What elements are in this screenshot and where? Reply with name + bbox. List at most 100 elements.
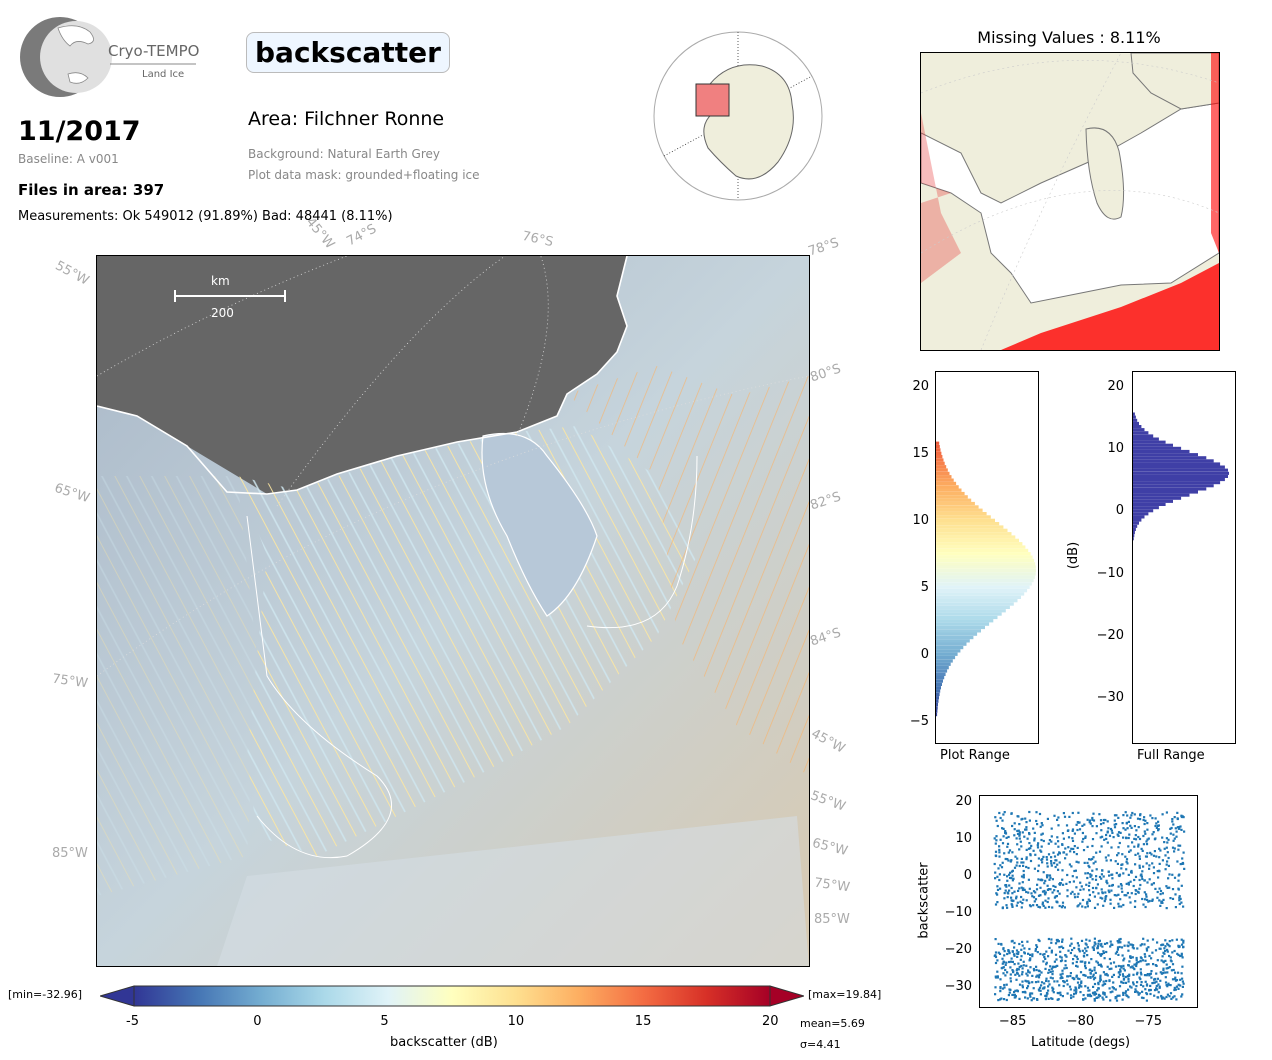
hist-bar [936, 475, 952, 479]
scatter-point [1045, 950, 1048, 953]
scatter-point [999, 864, 1002, 867]
scatter-point [1139, 944, 1142, 947]
scatter-point [1164, 976, 1167, 979]
scatter-point [1071, 828, 1075, 831]
scatter-point [1153, 978, 1156, 981]
scatter-point [1066, 889, 1069, 892]
scatter-point [1056, 818, 1059, 821]
scatter-point [1135, 964, 1138, 968]
hist-bar [936, 649, 961, 653]
hist-bar [936, 659, 953, 663]
scatter-point [1112, 836, 1115, 839]
scatter-point [1078, 828, 1082, 831]
scatter-point [1091, 992, 1095, 995]
scatter-point [1158, 847, 1161, 850]
scatter-point [1098, 953, 1102, 956]
scatter-point [1077, 861, 1080, 864]
lat-label-76: 76°S [520, 228, 555, 251]
scatter-point [1100, 877, 1103, 880]
scatter-point [1010, 877, 1013, 880]
scatter-point [1107, 827, 1110, 830]
scatter-point [1026, 985, 1030, 988]
scatter-point [1091, 857, 1094, 861]
hist-bar [936, 522, 1000, 526]
scatter-point [1022, 898, 1025, 901]
scatter-point [1073, 832, 1076, 835]
scatter-point [1137, 845, 1140, 848]
scatter-point [1126, 891, 1129, 895]
lon-label-right-65: 65°W [810, 835, 850, 860]
scatter-point [1040, 984, 1043, 987]
scatter-point [1081, 898, 1085, 902]
scatter-point [1096, 946, 1099, 950]
scatter-point [1157, 876, 1160, 879]
scatter-point [1123, 944, 1126, 947]
scatter-point [1025, 848, 1028, 851]
scatter-point [1124, 981, 1128, 984]
scatter-point [1078, 977, 1081, 981]
scatter-point [1041, 824, 1044, 827]
scatter-point [1119, 831, 1122, 834]
scatter-point [1029, 958, 1032, 961]
hist-bar [936, 562, 1036, 566]
hist-bar [1133, 456, 1207, 460]
scatter-point [1055, 958, 1058, 961]
scatter-point [1084, 836, 1087, 839]
scatter-point [1173, 949, 1176, 953]
scatter-point [1149, 973, 1152, 976]
scatter-point [1176, 811, 1179, 814]
scatter-point [1044, 893, 1047, 896]
hist-bar [1133, 531, 1135, 535]
scatter-point [1155, 855, 1158, 858]
scatter-point [1001, 962, 1004, 965]
scatter-point [1181, 857, 1184, 860]
scatter-point [1084, 967, 1087, 970]
scatter-point [1169, 832, 1172, 835]
scatter-point [1099, 836, 1102, 839]
scatter-point [1134, 853, 1137, 856]
scatter-point [1134, 988, 1137, 991]
hist-bar [936, 455, 943, 459]
scatter-point [1047, 853, 1051, 856]
scatter-point [1053, 980, 1056, 983]
scatter-point [1050, 967, 1053, 970]
scatter-point [1172, 968, 1175, 972]
scatter-point [1031, 953, 1034, 956]
scatter-point [1073, 978, 1076, 981]
scatter-point [1093, 895, 1096, 898]
scatter-point [1171, 951, 1174, 954]
scatter-point [1076, 965, 1079, 968]
scatter-point [1008, 988, 1011, 991]
scatter-point [1096, 883, 1099, 886]
scatter-point [1151, 951, 1154, 954]
scatter-point [1027, 970, 1030, 973]
scatter-point [1084, 947, 1087, 950]
scatter-point [1090, 874, 1093, 877]
scatter-point [1066, 829, 1069, 832]
scatter-point [1088, 939, 1091, 942]
hist-bar [936, 699, 939, 703]
scatter-point [1177, 987, 1180, 990]
scatter-point [1053, 889, 1056, 892]
scatter-point [1039, 993, 1042, 996]
scatter-point [1071, 890, 1074, 893]
scatter-point [1050, 938, 1053, 941]
hist-bar [936, 652, 958, 656]
scatter-point [1176, 826, 1179, 829]
scatter-point [997, 867, 1000, 870]
scatter-point [1000, 866, 1004, 869]
scatter-point [1067, 836, 1071, 839]
scatter-point [1092, 948, 1095, 951]
scatter-point [1092, 973, 1095, 976]
scatter-point [1101, 996, 1104, 999]
hist-bar [936, 538, 1019, 542]
scatter-point [1154, 949, 1158, 952]
scatter-point [1071, 837, 1074, 840]
scatter-point [1059, 991, 1062, 994]
scatter-point [1043, 889, 1046, 893]
scatter-point [1088, 993, 1091, 996]
scatter-point [1067, 846, 1070, 849]
scatter-point [1144, 955, 1147, 958]
scatter-point [1010, 859, 1013, 862]
scatter-point [1106, 974, 1109, 977]
